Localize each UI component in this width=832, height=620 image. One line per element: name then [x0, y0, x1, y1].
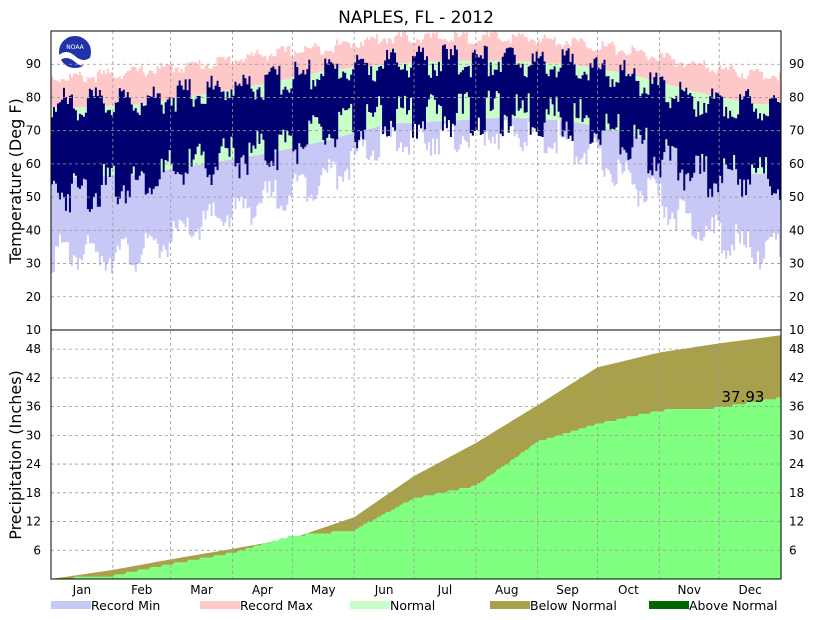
legend-label: Normal [390, 598, 435, 613]
temp-tick-label: 80 [26, 90, 41, 104]
legend-label: Record Min [91, 598, 160, 613]
precipitation-panel [51, 335, 781, 579]
plot-frame [50, 30, 782, 580]
temp-tick-label: 30 [26, 257, 41, 271]
svg-text:NOAA: NOAA [66, 44, 84, 51]
precip-total-label: 37.93 [722, 388, 765, 406]
noaa-logo: NOAA [57, 34, 93, 70]
month-label: May [311, 583, 336, 597]
month-label: Jun [374, 583, 394, 597]
precip-tick-label: 6 [789, 543, 797, 557]
precip-tick-label: 24 [26, 457, 41, 471]
month-label: Mar [190, 583, 213, 597]
temperature-panel [51, 31, 781, 274]
temp-tick-label: 40 [26, 223, 41, 237]
temp-tick-label: 60 [789, 157, 804, 171]
month-label: Apr [252, 583, 273, 597]
temp-tick-label: 40 [789, 223, 804, 237]
observed-precip-area [51, 397, 781, 579]
legend-label: Below Normal [530, 598, 617, 613]
precip-tick-label: 36 [26, 400, 41, 414]
precip-tick-label: 36 [789, 400, 804, 414]
month-label: Sep [556, 583, 579, 597]
precip-tick-label: 48 [789, 342, 804, 356]
temp-tick-label: 80 [789, 90, 804, 104]
chart-title: NAPLES, FL - 2012 [338, 8, 494, 28]
legend-label: Above Normal [689, 598, 777, 613]
legend-swatch [51, 601, 91, 609]
precip-tick-label: 48 [26, 342, 41, 356]
month-label: Jan [72, 583, 92, 597]
legend: Record Min Record Max Normal Below Normal Ab… [51, 598, 777, 613]
precip-tick-label: 18 [789, 486, 804, 500]
month-label: Aug [495, 583, 518, 597]
legend-label: Record Max [240, 598, 313, 613]
month-label: Oct [618, 583, 639, 597]
temperature-axis-label: Temperature (Deg F) [6, 98, 25, 265]
month-label: Feb [131, 583, 152, 597]
legend-swatch [649, 601, 689, 609]
temp-tick-label: 90 [26, 57, 41, 71]
axes: 20 20 30 30 40 40 50 50 60 60 70 70 80 80 90 90 10 10 6 6 12… [26, 30, 804, 597]
temp-tick-label: 50 [26, 190, 41, 204]
precip-tick-label: 42 [26, 371, 41, 385]
precip-tick-label: 6 [33, 543, 41, 557]
temp-tick-label: 50 [789, 190, 804, 204]
precipitation-axis-label: Precipitation (Inches) [6, 370, 25, 540]
precip-tick-label: 30 [789, 428, 804, 442]
legend-swatch [200, 601, 240, 609]
observed-temperature-bars [51, 44, 781, 213]
precip-tick-label: 12 [789, 515, 804, 529]
precip-tick-label: 24 [789, 457, 804, 471]
record-max-band [51, 31, 781, 108]
month-label: Jul [437, 583, 452, 597]
grid [51, 31, 781, 579]
month-label: Nov [678, 583, 701, 597]
month-label: Dec [738, 583, 761, 597]
temp-tick-label: 10 [26, 323, 41, 337]
precip-tick-label: 42 [789, 371, 804, 385]
temp-tick-label: 10 [789, 323, 804, 337]
temp-tick-label: 20 [26, 290, 41, 304]
temp-tick-label: 90 [789, 57, 804, 71]
legend-swatch [350, 601, 390, 609]
temp-tick-label: 20 [789, 290, 804, 304]
legend-swatch [490, 601, 530, 609]
temp-tick-label: 60 [26, 157, 41, 171]
temp-tick-label: 70 [789, 124, 804, 138]
temp-tick-label: 30 [789, 257, 804, 271]
precip-tick-label: 12 [26, 515, 41, 529]
record-min-band [51, 111, 781, 274]
temp-tick-label: 70 [26, 124, 41, 138]
precip-tick-label: 30 [26, 428, 41, 442]
precip-tick-label: 18 [26, 486, 41, 500]
